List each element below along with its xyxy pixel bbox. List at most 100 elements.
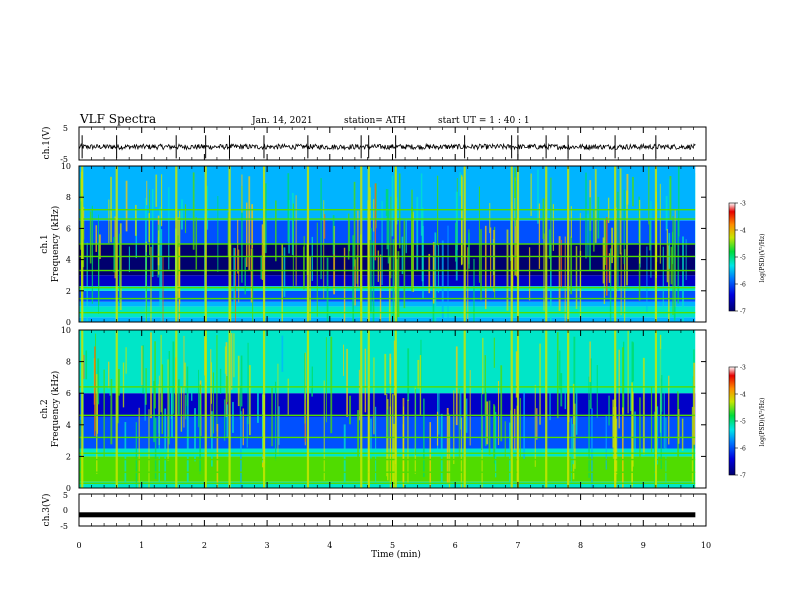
ch2-spec-streak <box>455 346 458 426</box>
ch1-spec-streak <box>332 215 335 255</box>
ch2-spec-streak <box>233 333 235 378</box>
ch1-spec-streak <box>537 169 539 224</box>
ch2-spec-streak <box>224 346 227 374</box>
ch1-spec-streak <box>626 190 628 286</box>
ch1-spec-streak <box>579 212 581 298</box>
ch1-spec-sferic <box>262 166 266 322</box>
ch1-spec-streak <box>396 197 398 225</box>
ch1-spec-streak <box>108 199 110 244</box>
ch1-spec-streak <box>570 206 572 238</box>
ch3-ytick-top: 5 <box>63 491 68 500</box>
ch2-spec-streak <box>161 364 164 434</box>
ch1-spec-streak <box>585 172 587 259</box>
ch2-spec-streak <box>519 398 521 467</box>
ch1-spec-sferic <box>394 166 397 322</box>
ch1-spec-streak <box>668 233 671 269</box>
colorbar-tick-label: -5 <box>740 255 746 262</box>
ch1-ylabel: ch.1(V) <box>41 127 52 160</box>
ch2-spec-streak <box>417 359 420 389</box>
ch2-spec-streak <box>184 394 187 420</box>
ch1-spec-streak <box>395 259 398 322</box>
ch1-spec-streak <box>575 246 578 310</box>
ch1-spec-streak <box>484 225 487 310</box>
ch1-spec-spectral-line <box>79 243 696 245</box>
ch2-spec-streak <box>691 406 694 485</box>
xaxis-label: Time (min) <box>371 549 421 560</box>
ch2-spec-streak <box>429 422 432 488</box>
ch1-spec-streak <box>353 181 356 267</box>
ch1-spec-band <box>79 290 696 302</box>
ch2-spec-streak <box>170 385 173 419</box>
ch1-spec-streak <box>134 204 137 236</box>
ch1-spec-streak <box>80 178 82 250</box>
ch2-spec-streak <box>274 381 277 461</box>
ch1-spec-streak <box>493 229 495 292</box>
ch1-spec-streak <box>405 218 407 254</box>
ch2-spec-sferic <box>204 330 207 488</box>
ch1-spec-streak <box>264 183 267 254</box>
ch1-spec-ytick-label: 4 <box>66 256 71 265</box>
ch1-spec-streak <box>373 199 375 232</box>
ch2-spec-ytick-label: 6 <box>66 389 71 398</box>
ch1-spec-streak <box>217 195 219 272</box>
ch1-spec-streak <box>646 246 648 313</box>
ch2-spec-streak <box>693 362 696 445</box>
ch1-spec-streak <box>677 166 680 237</box>
ch2-spec-streak <box>164 408 167 481</box>
ch1-spec-streak <box>397 251 400 318</box>
ch2-spec-spectral-line <box>79 471 696 473</box>
ch2-spec-streak <box>226 375 228 403</box>
ch2-spec-streak <box>481 393 483 451</box>
ch1-spec-streak <box>320 178 322 280</box>
ch2-spec-no-data <box>695 330 706 488</box>
ch2-spec-streak <box>660 349 662 438</box>
ch1-spec-streak <box>632 176 634 207</box>
ch2-spec-streak <box>343 344 345 376</box>
ch2-spec-streak <box>393 340 395 396</box>
ch2-spec-streak <box>210 349 212 438</box>
ch1-spec-streak <box>489 202 491 234</box>
ch1-spec-ytick-label: 8 <box>66 193 71 202</box>
ch2-spec-streak <box>122 362 125 408</box>
ch1-spec-streak <box>401 236 404 275</box>
ch1-spec-streak <box>392 239 395 322</box>
ch1-spec-streak <box>86 242 88 322</box>
ch1-spec-streak <box>91 205 94 304</box>
ch1-spec-streak <box>291 192 294 255</box>
ch1-spec-streak <box>391 175 394 237</box>
ch2-spec-streak <box>105 332 107 381</box>
ch1-spec-band <box>79 275 696 287</box>
ch1-spec-streak <box>206 185 209 230</box>
ch1-spec-streak <box>281 244 283 322</box>
ch1-spec-streak <box>514 177 517 276</box>
ch2-spec-sferic <box>262 330 266 488</box>
ch2-spec-streak <box>632 342 634 382</box>
ch2-spec-streak <box>559 350 561 390</box>
ch2-spec-streak <box>97 358 100 405</box>
ch2-spec-streak <box>304 399 306 442</box>
ch1-spec-streak <box>309 256 312 321</box>
ch2-spec-streak <box>436 411 439 446</box>
ch1-spec-streak <box>561 239 563 288</box>
time-tick-marks <box>78 127 707 526</box>
ch1-spec-streak <box>287 173 290 242</box>
ch1-spec-streak <box>436 175 439 246</box>
ch2-spec-streak <box>419 355 422 415</box>
ch2-spec-streak <box>573 336 576 425</box>
ch2-spec-streak <box>194 408 196 462</box>
ch1-spec-streak <box>638 253 641 301</box>
ch2-spec-streak <box>108 361 110 389</box>
ch2-spec-streak <box>630 360 632 411</box>
ch2-spec-streak <box>387 399 389 481</box>
ch1-spec-streak <box>181 199 183 230</box>
ch2-spectrogram-panel: ch.2 Frequency (kHz) 0 2 4 6 8 10 <box>40 326 707 493</box>
ch1-spec-sferic <box>175 166 178 322</box>
ch2-spec-streak <box>482 337 484 395</box>
ch2-spec-streak <box>94 346 96 437</box>
ch1-spec-sferic <box>367 166 370 322</box>
ch1-spec-sferic <box>614 166 617 322</box>
ch1-spec-streak <box>192 172 195 250</box>
ch1-spec-streak <box>447 225 449 322</box>
colorbar-tick-label: -6 <box>740 282 746 289</box>
ch2-spec-streak <box>588 399 590 478</box>
